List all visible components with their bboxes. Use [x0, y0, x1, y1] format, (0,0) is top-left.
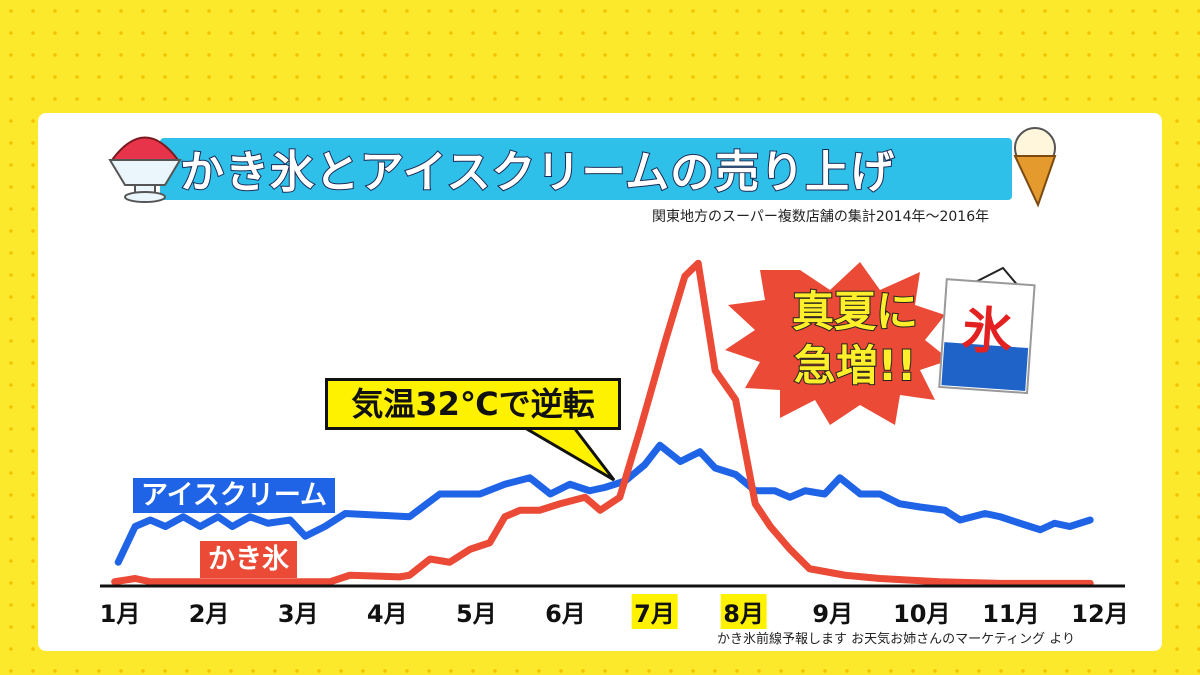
legend-kakigori: かき氷 [200, 541, 297, 578]
x-tick-label: 12月 [1071, 600, 1129, 628]
flag-char: 氷 [960, 300, 1015, 361]
x-tick-label: 2月 [188, 600, 230, 628]
x-tick-label: 7月 [631, 594, 678, 629]
kakigori-line [111, 259, 1094, 587]
ice-cream-line [114, 441, 1094, 566]
title-banner [160, 138, 1012, 200]
burst-text: 真夏に急増!! [791, 286, 919, 391]
x-tick-label: 4月 [366, 600, 408, 628]
source-note: かき氷前線予報します お天気お姉さんのマーケティング より [717, 632, 1075, 647]
x-tick-label: 3月 [277, 600, 319, 628]
chart-title: かき氷とアイスクリームの売り上げ [179, 146, 896, 199]
x-tick-label: 5月 [456, 600, 497, 628]
legend-ice-cream: アイスクリーム [133, 478, 336, 513]
x-tick-label: 11月 [982, 600, 1040, 628]
x-tick-label: 9月 [812, 600, 854, 628]
callout-reversal: 気温32℃で逆転 [325, 378, 621, 430]
ice-cream-cone-icon [1013, 127, 1057, 208]
callout-pointer [514, 423, 616, 482]
x-tick-label: 1月 [99, 600, 141, 628]
chart-subtitle: 関東地方のスーパー複数店舗の集計2014年～2016年 [652, 209, 990, 225]
x-tick-label: 8月 [720, 594, 767, 629]
x-tick-label: 10月 [893, 600, 951, 628]
kori-flag-icon: 氷 [938, 266, 1036, 395]
shaved-ice-icon [108, 136, 182, 203]
x-tick-label: 6月 [545, 600, 586, 628]
burst-shape [725, 262, 950, 425]
